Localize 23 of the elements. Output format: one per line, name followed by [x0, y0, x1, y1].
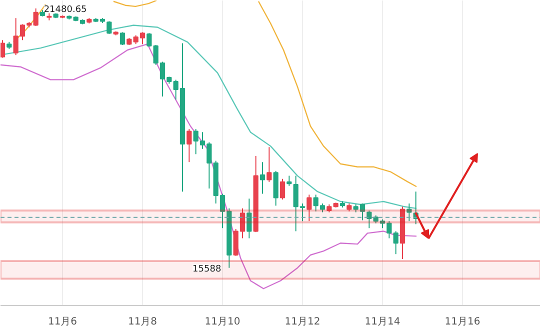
candlestick: [266, 146, 272, 182]
x-tick-label: 11月10: [204, 316, 240, 328]
candlestick: [146, 32, 152, 48]
x-tick-label: 11月8: [128, 316, 158, 328]
annotation: 21480.65: [44, 4, 87, 15]
x-tick-label: 11月6: [48, 316, 78, 328]
candlestick: [246, 198, 252, 239]
candlestick: [0, 40, 6, 58]
candlestick: [186, 128, 192, 163]
candlestick: [393, 230, 398, 255]
x-tick-label: 11月12: [284, 316, 320, 328]
annotation: 15588: [192, 264, 222, 274]
candlestick: [33, 8, 38, 27]
candlestick: [106, 20, 112, 34]
candlestick: [306, 194, 312, 222]
candlestick: [280, 178, 286, 200]
candlestick: [120, 32, 126, 46]
candlestick: [406, 202, 412, 222]
candlestick: [260, 162, 266, 194]
candlestick: [366, 210, 372, 229]
x-tick-label: 11月14: [364, 316, 400, 328]
x-tick-label: 11月16: [444, 316, 480, 328]
candlestick: [286, 175, 292, 186]
